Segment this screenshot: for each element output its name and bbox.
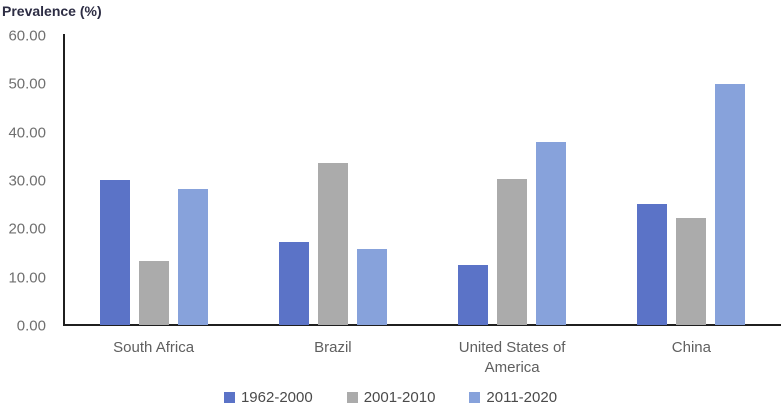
y-tick-label: 60.00: [8, 27, 46, 45]
x-category-label: South Africa: [113, 339, 195, 356]
x-category-label: United States of America: [458, 339, 566, 377]
y-tick-label: 50.00: [8, 75, 46, 93]
y-tick-label: 10.00: [8, 269, 46, 287]
legend-item: 2011-2020: [469, 389, 557, 406]
bar-2001-2010-china: [676, 217, 707, 325]
y-axis-line: [63, 34, 65, 326]
y-tick-label: 0.00: [16, 317, 46, 335]
bar-1962-2000-brazil: [278, 242, 309, 325]
x-axis-line: [63, 324, 781, 326]
x-category-label: Brazil: [314, 339, 352, 356]
bar-1962-2000-united-states-of-america: [458, 264, 489, 325]
bar-2001-2010-brazil: [317, 162, 348, 325]
bar-2001-2010-united-states-of-america: [497, 178, 528, 325]
x-category-label: China: [671, 339, 711, 356]
legend-swatch-icon: [469, 392, 481, 403]
y-tick-label: 30.00: [8, 172, 46, 190]
chart-legend: 1962-2000 2001-2010 2011-2020: [0, 389, 781, 406]
bar-1962-2000-south-africa: [99, 180, 130, 325]
bar-2011-2020-brazil: [356, 248, 387, 325]
legend-label: 2001-2010: [363, 389, 436, 406]
bar-2001-2010-south-africa: [138, 260, 169, 325]
legend-label: 2011-2020: [486, 389, 558, 406]
y-tick-label: 40.00: [8, 124, 46, 142]
y-tick-label: 20.00: [8, 220, 46, 238]
bar-2011-2020-south-africa: [177, 189, 208, 325]
y-axis-title: Prevalence (%): [2, 3, 102, 19]
bar-2011-2020-china: [715, 83, 746, 325]
legend-swatch-icon: [223, 392, 235, 403]
legend-swatch-icon: [346, 392, 358, 403]
legend-item: 2001-2010: [346, 389, 436, 406]
legend-item: 1962-2000: [223, 389, 313, 406]
legend-label: 1962-2000: [240, 389, 313, 406]
bar-1962-2000-china: [637, 204, 668, 325]
bar-2011-2020-united-states-of-america: [536, 142, 567, 325]
